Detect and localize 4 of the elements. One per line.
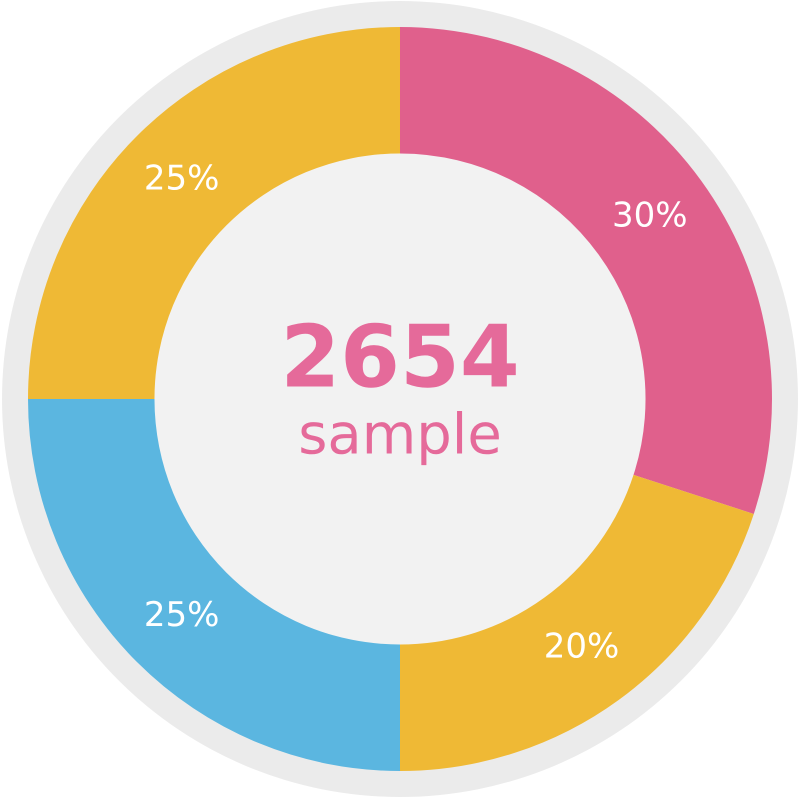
data-label: 30% <box>612 195 688 236</box>
data-label: 25% <box>144 595 220 636</box>
data-label: 25% <box>144 158 220 198</box>
data-label: 20% <box>544 626 620 667</box>
